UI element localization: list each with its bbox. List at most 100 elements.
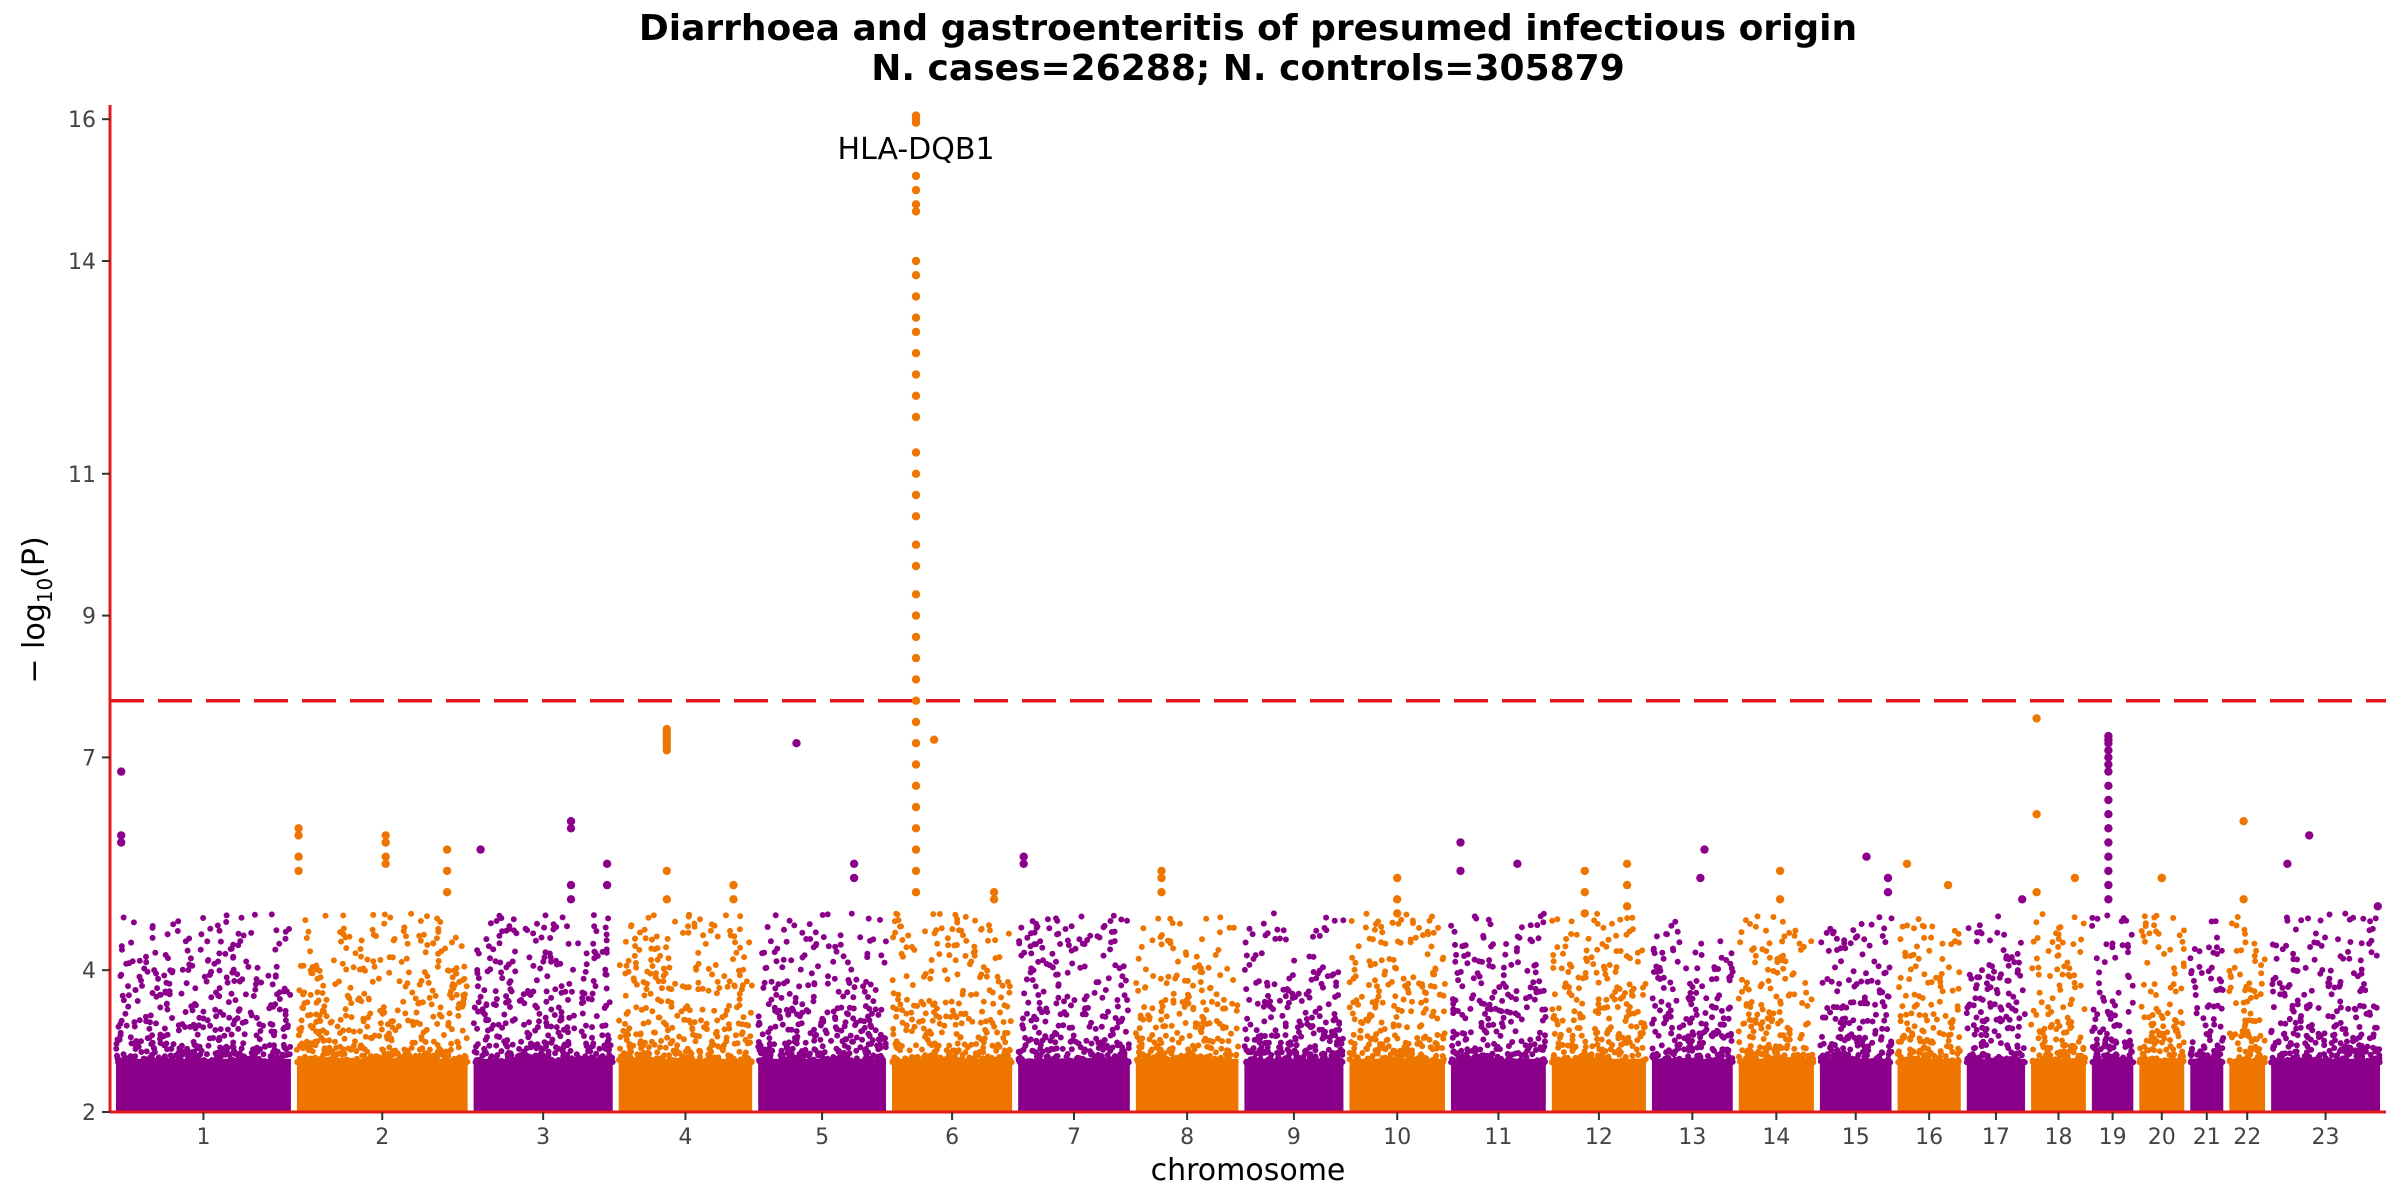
y-tick-label: 2 <box>82 1101 96 1126</box>
peak-point <box>911 512 921 521</box>
peak-point <box>294 866 303 876</box>
peak-point <box>1393 895 1402 904</box>
chromosome-16-scatter <box>1894 916 1963 1066</box>
x-tick-label-chromosome-16: 16 <box>1915 1125 1943 1150</box>
peak-point <box>1622 880 1632 890</box>
peak-point <box>566 817 576 826</box>
peak-point <box>2018 895 2027 904</box>
peak-point <box>1019 859 1028 868</box>
chromosome-20-point-cloud <box>2139 1058 2185 1112</box>
chromosome-22-point-cloud <box>2229 1058 2266 1112</box>
y-axis-ticks: 2 4 7 9 11 14 16 <box>68 108 110 1126</box>
chromosome-5-scatter <box>755 910 889 1066</box>
chromosome-14-scatter <box>1735 913 1817 1066</box>
peak-point <box>911 888 921 897</box>
chart-title: Diarrhoea and gastroenteritis of presume… <box>639 8 1857 49</box>
peak-point <box>911 349 921 358</box>
peak-point <box>1157 888 1166 897</box>
x-tick-label-chromosome-1: 1 <box>196 1125 210 1150</box>
peak-point <box>1456 838 1465 847</box>
x-tick-label-chromosome-13: 13 <box>1678 1125 1706 1150</box>
peak-point <box>2157 873 2166 883</box>
x-tick-label-chromosome-9: 9 <box>1287 1125 1301 1150</box>
peak-point <box>1157 866 1166 876</box>
chromosome-5-point-cloud <box>758 1058 887 1112</box>
peak-point <box>911 327 921 337</box>
peak-point <box>2283 859 2292 868</box>
x-tick-label-chromosome-20: 20 <box>2148 1125 2176 1150</box>
x-tick-label-chromosome-12: 12 <box>1585 1125 1613 1150</box>
chromosome-8-scatter <box>1132 914 1241 1066</box>
peak-point <box>2032 714 2041 723</box>
peak-point <box>911 561 921 571</box>
x-axis-title: chromosome <box>1151 1153 1346 1188</box>
chromosome-1-point-cloud <box>116 1058 291 1112</box>
chromosome-21-scatter <box>2187 918 2227 1066</box>
peak-point <box>2032 810 2041 819</box>
chromosome-15-scatter <box>1817 914 1895 1066</box>
peak-point <box>1775 895 1785 904</box>
peak-point <box>911 292 921 301</box>
peak-point <box>1883 873 1893 883</box>
peak-point <box>566 880 576 890</box>
peak-point <box>849 859 859 868</box>
y-axis-title: − log10(P) <box>17 536 57 683</box>
chromosome-15-point-cloud <box>1819 1058 1892 1112</box>
peak-point <box>2305 831 2314 840</box>
chromosome-7-point-cloud <box>1018 1058 1130 1112</box>
peak-point <box>2104 795 2113 805</box>
peak-point <box>1622 859 1632 868</box>
peak-point <box>911 271 921 280</box>
peak-point <box>911 118 921 127</box>
peak-point <box>117 767 126 776</box>
x-tick-label-chromosome-19: 19 <box>2099 1125 2127 1150</box>
peak-point <box>911 717 921 727</box>
peak-point <box>2104 880 2113 890</box>
chromosome-2-scatter <box>293 910 471 1066</box>
peak-point <box>911 469 921 478</box>
peak-point <box>849 873 859 883</box>
chromosome-8-point-cloud <box>1135 1058 1239 1112</box>
chromosome-12-scatter <box>1548 910 1649 1066</box>
chromosome-22-scatter <box>2226 914 2268 1066</box>
peak-point <box>1862 852 1871 861</box>
peak-point <box>381 852 390 861</box>
x-tick-label-chromosome-17: 17 <box>1982 1125 2010 1150</box>
peak-point <box>294 824 303 833</box>
peak-point <box>2104 746 2113 755</box>
chromosome-6-point-cloud <box>892 1058 1013 1112</box>
peak-point <box>381 859 390 868</box>
x-tick-label-chromosome-7: 7 <box>1067 1125 1081 1150</box>
chromosome-11-point-cloud <box>1450 1058 1546 1112</box>
peak-point <box>294 852 303 861</box>
peak-point <box>1700 845 1709 854</box>
chromosome-9-scatter <box>1241 910 1347 1066</box>
x-tick-label-chromosome-22: 22 <box>2233 1125 2261 1150</box>
peak-point <box>566 824 576 833</box>
peak-point <box>1513 859 1522 868</box>
peak-point <box>989 888 999 897</box>
peak-point <box>911 448 921 457</box>
peak-point <box>929 735 939 744</box>
peak-point <box>2104 739 2113 748</box>
peak-point <box>2032 888 2041 897</box>
peak-point <box>989 895 999 904</box>
peak-point <box>911 675 921 684</box>
chromosome-9-point-cloud <box>1244 1058 1344 1112</box>
x-tick-label-chromosome-14: 14 <box>1762 1125 1790 1150</box>
peak-points <box>117 111 2382 918</box>
chromosome-13-point-cloud <box>1651 1058 1733 1112</box>
x-tick-label-chromosome-4: 4 <box>678 1125 692 1150</box>
chromosome-14-point-cloud <box>1738 1058 1814 1112</box>
peak-point <box>911 802 921 812</box>
peak-point <box>1943 880 1953 890</box>
chromosome-10-scatter <box>1346 910 1448 1066</box>
chromosome-1-scatter <box>113 911 294 1066</box>
peak-point <box>911 866 921 876</box>
peak-point <box>911 207 921 216</box>
y-tick-label: 9 <box>82 605 96 630</box>
chromosome-18-scatter <box>2028 911 2089 1066</box>
peak-point <box>442 845 452 854</box>
gene-annotation-label: HLA-DQB1 <box>838 132 995 167</box>
peak-point <box>911 490 921 500</box>
